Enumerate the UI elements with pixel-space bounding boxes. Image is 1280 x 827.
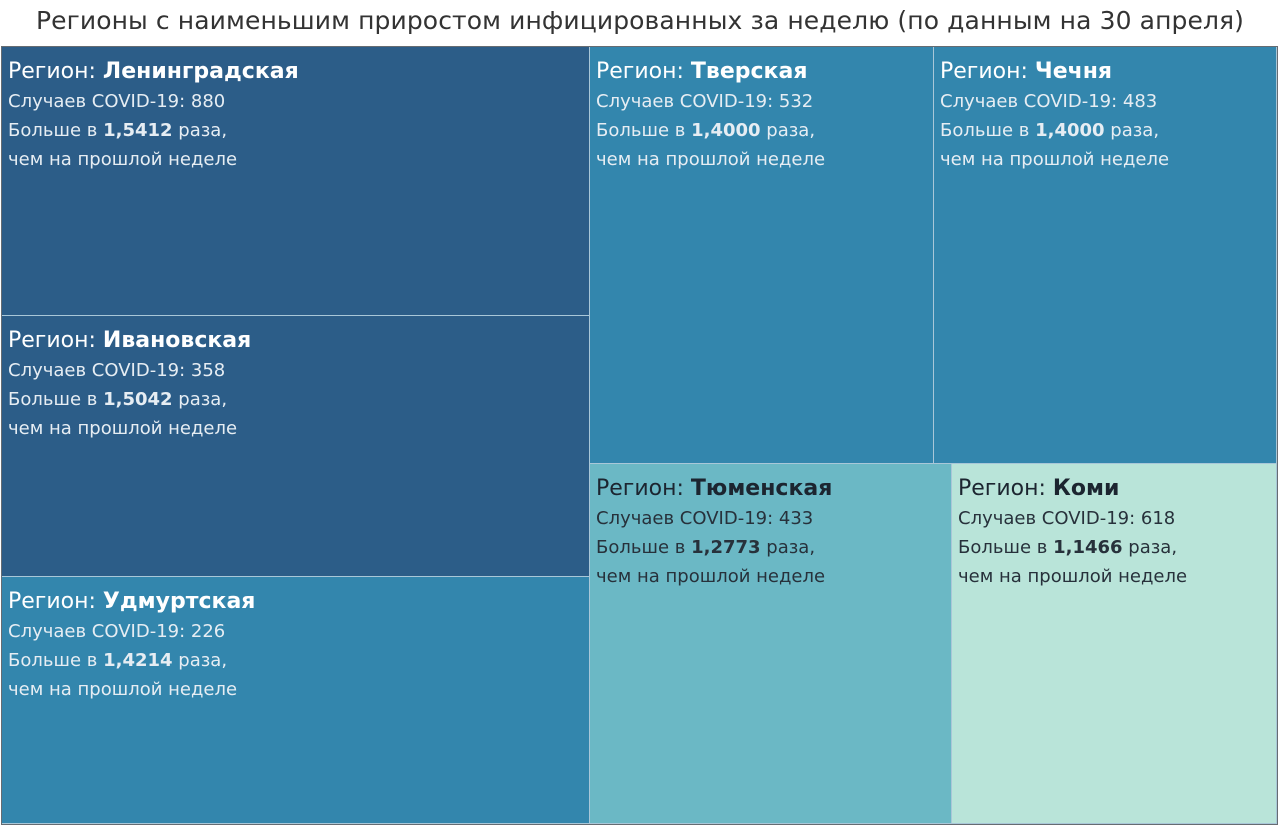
region-name: Удмуртская — [102, 589, 256, 614]
tile-last-week-line: чем на прошлой неделе — [958, 566, 1188, 587]
region-prefix: Регион: — [958, 476, 1053, 501]
tile-region-line: Регион: Удмуртская — [8, 587, 589, 617]
region-prefix: Регион: — [940, 59, 1035, 84]
tile-cases-line: Случаев COVID-19: 483 — [940, 91, 1158, 112]
tile-last-week-line: чем на прошлой неделе — [8, 679, 238, 700]
tile-last-week-line: чем на прошлой неделе — [940, 149, 1170, 170]
region-name: Тюменская — [690, 476, 833, 501]
ratio-value: 1,4000 — [1035, 120, 1105, 141]
tile-ratio-line: Больше в 1,1466 раза, — [958, 537, 1178, 558]
ratio-value: 1,5412 — [103, 120, 173, 141]
tile-ratio-line: Больше в 1,2773 раза, — [596, 537, 816, 558]
chart-title: Регионы с наименьшим приростом инфициров… — [35, 6, 1245, 35]
region-prefix: Регион: — [8, 328, 103, 353]
tile-region-line: Регион: Тюменская — [596, 474, 951, 504]
region-prefix: Регион: — [8, 59, 103, 84]
tile-ratio-line: Больше в 1,5042 раза, — [8, 389, 228, 410]
region-name: Ивановская — [102, 328, 252, 353]
region-name: Ленинградская — [102, 59, 299, 84]
treemap-tile[interactable]: Регион: Ленинградская Случаев COVID-19: 8… — [2, 47, 590, 316]
tile-cases-line: Случаев COVID-19: 358 — [8, 360, 226, 381]
tile-region-line: Регион: Тверская — [596, 57, 933, 87]
tile-cases-line: Случаев COVID-19: 532 — [596, 91, 814, 112]
tile-cases-line: Случаев COVID-19: 880 — [8, 91, 226, 112]
ratio-value: 1,2773 — [691, 537, 761, 558]
region-prefix: Регион: — [596, 476, 691, 501]
tile-last-week-line: чем на прошлой неделе — [8, 418, 238, 439]
treemap-tile[interactable]: Регион: Ивановская Случаев COVID-19: 358 Б… — [2, 316, 590, 577]
treemap-tile[interactable]: Регион: Тюменская Случаев COVID-19: 433 Бо… — [590, 464, 952, 824]
tile-ratio-line: Больше в 1,4000 раза, — [940, 120, 1160, 141]
region-prefix: Регион: — [596, 59, 691, 84]
tile-region-line: Регион: Чечня — [940, 57, 1276, 87]
tile-last-week-line: чем на прошлой неделе — [596, 149, 826, 170]
tile-ratio-line: Больше в 1,5412 раза, — [8, 120, 228, 141]
region-name: Чечня — [1034, 59, 1113, 84]
tile-last-week-line: чем на прошлой неделе — [8, 149, 238, 170]
tile-cases-line: Случаев COVID-19: 226 — [8, 621, 226, 642]
tile-cases-line: Случаев COVID-19: 618 — [958, 508, 1176, 529]
ratio-value: 1,5042 — [103, 389, 173, 410]
treemap-tile[interactable]: Регион: Чечня Случаев COVID-19: 483 Больше… — [934, 47, 1277, 464]
tile-region-line: Регион: Коми — [958, 474, 1276, 504]
tile-cases-line: Случаев COVID-19: 433 — [596, 508, 814, 529]
treemap-tile[interactable]: Регион: Тверская Случаев COVID-19: 532 Бол… — [590, 47, 934, 464]
treemap-tile[interactable]: Регион: Коми Случаев COVID-19: 618 Больше … — [952, 464, 1277, 824]
tile-ratio-line: Больше в 1,4214 раза, — [8, 650, 228, 671]
region-name: Коми — [1052, 476, 1120, 501]
treemap-tile[interactable]: Регион: Удмуртская Случаев COVID-19: 226 Б… — [2, 577, 590, 824]
region-prefix: Регион: — [8, 589, 103, 614]
ratio-value: 1,1466 — [1053, 537, 1123, 558]
ratio-value: 1,4000 — [691, 120, 761, 141]
region-name: Тверская — [690, 59, 808, 84]
tile-last-week-line: чем на прошлой неделе — [596, 566, 826, 587]
treemap-chart: Регион: Ленинградская Случаев COVID-19: 8… — [1, 46, 1278, 825]
tile-region-line: Регион: Ивановская — [8, 326, 589, 356]
tile-ratio-line: Больше в 1,4000 раза, — [596, 120, 816, 141]
tile-region-line: Регион: Ленинградская — [8, 57, 589, 87]
ratio-value: 1,4214 — [103, 650, 173, 671]
